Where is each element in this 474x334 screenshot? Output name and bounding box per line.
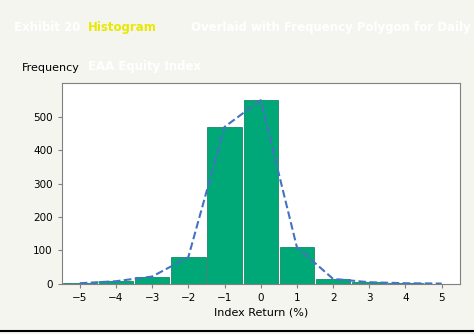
X-axis label: Index Return (%): Index Return (%) bbox=[214, 307, 308, 317]
Bar bbox=[135, 277, 169, 284]
Text: Frequency: Frequency bbox=[22, 63, 80, 73]
Text: Exhibit 20: Exhibit 20 bbox=[14, 21, 97, 34]
Bar bbox=[207, 127, 242, 284]
Bar bbox=[352, 282, 386, 284]
Text: Histogram: Histogram bbox=[88, 21, 156, 34]
Bar bbox=[388, 283, 423, 284]
Bar bbox=[280, 247, 314, 284]
Text: Overlaid with Frequency Polygon for Daily Returns of: Overlaid with Frequency Polygon for Dail… bbox=[191, 21, 474, 34]
Text: EAA Equity Index: EAA Equity Index bbox=[88, 60, 201, 73]
Bar bbox=[99, 281, 133, 284]
Bar bbox=[316, 279, 350, 284]
Bar bbox=[171, 257, 206, 284]
Bar bbox=[63, 283, 97, 284]
Bar bbox=[244, 100, 278, 284]
